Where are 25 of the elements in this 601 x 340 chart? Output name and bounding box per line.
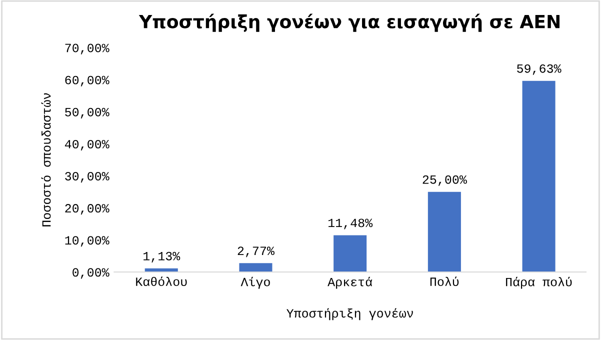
x-axis-title: Υποστήριξη γονέων [286,308,413,320]
data-label: 2,77% [238,246,274,258]
y-tick-label: 0,00% [72,268,110,279]
data-label: 25,00% [422,175,467,186]
x-tick-label: Καθόλου [136,276,187,286]
bar [239,263,272,272]
data-label: 59,63% [517,64,562,75]
data-label: 1,13% [144,252,180,262]
y-tick-label: 60,00% [65,76,110,86]
x-tick-label: Λίγο [240,276,270,289]
y-tick-label: 10,00% [65,236,110,247]
x-tick-label: Πολύ [430,276,459,286]
y-tick-label: 50,00% [65,108,110,118]
x-tick-label: Πάρα πολύ [506,276,572,289]
chart-title: Υποστήριξη γονέων για εισαγωγή σε ΑΕΝ [138,14,560,32]
bar [522,80,556,272]
x-tick-label: Αρκετά [328,276,372,289]
y-tick-label: 20,00% [65,204,110,215]
bar [334,235,367,272]
data-label: 11,48% [328,218,373,230]
y-axis-title: Ποσοστό σπουδαστών [41,93,51,226]
y-tick-label: 40,00% [64,140,110,151]
y-tick-label: 70,00% [65,44,110,54]
y-tick-label: 30,00% [65,172,110,183]
bar [428,192,461,272]
